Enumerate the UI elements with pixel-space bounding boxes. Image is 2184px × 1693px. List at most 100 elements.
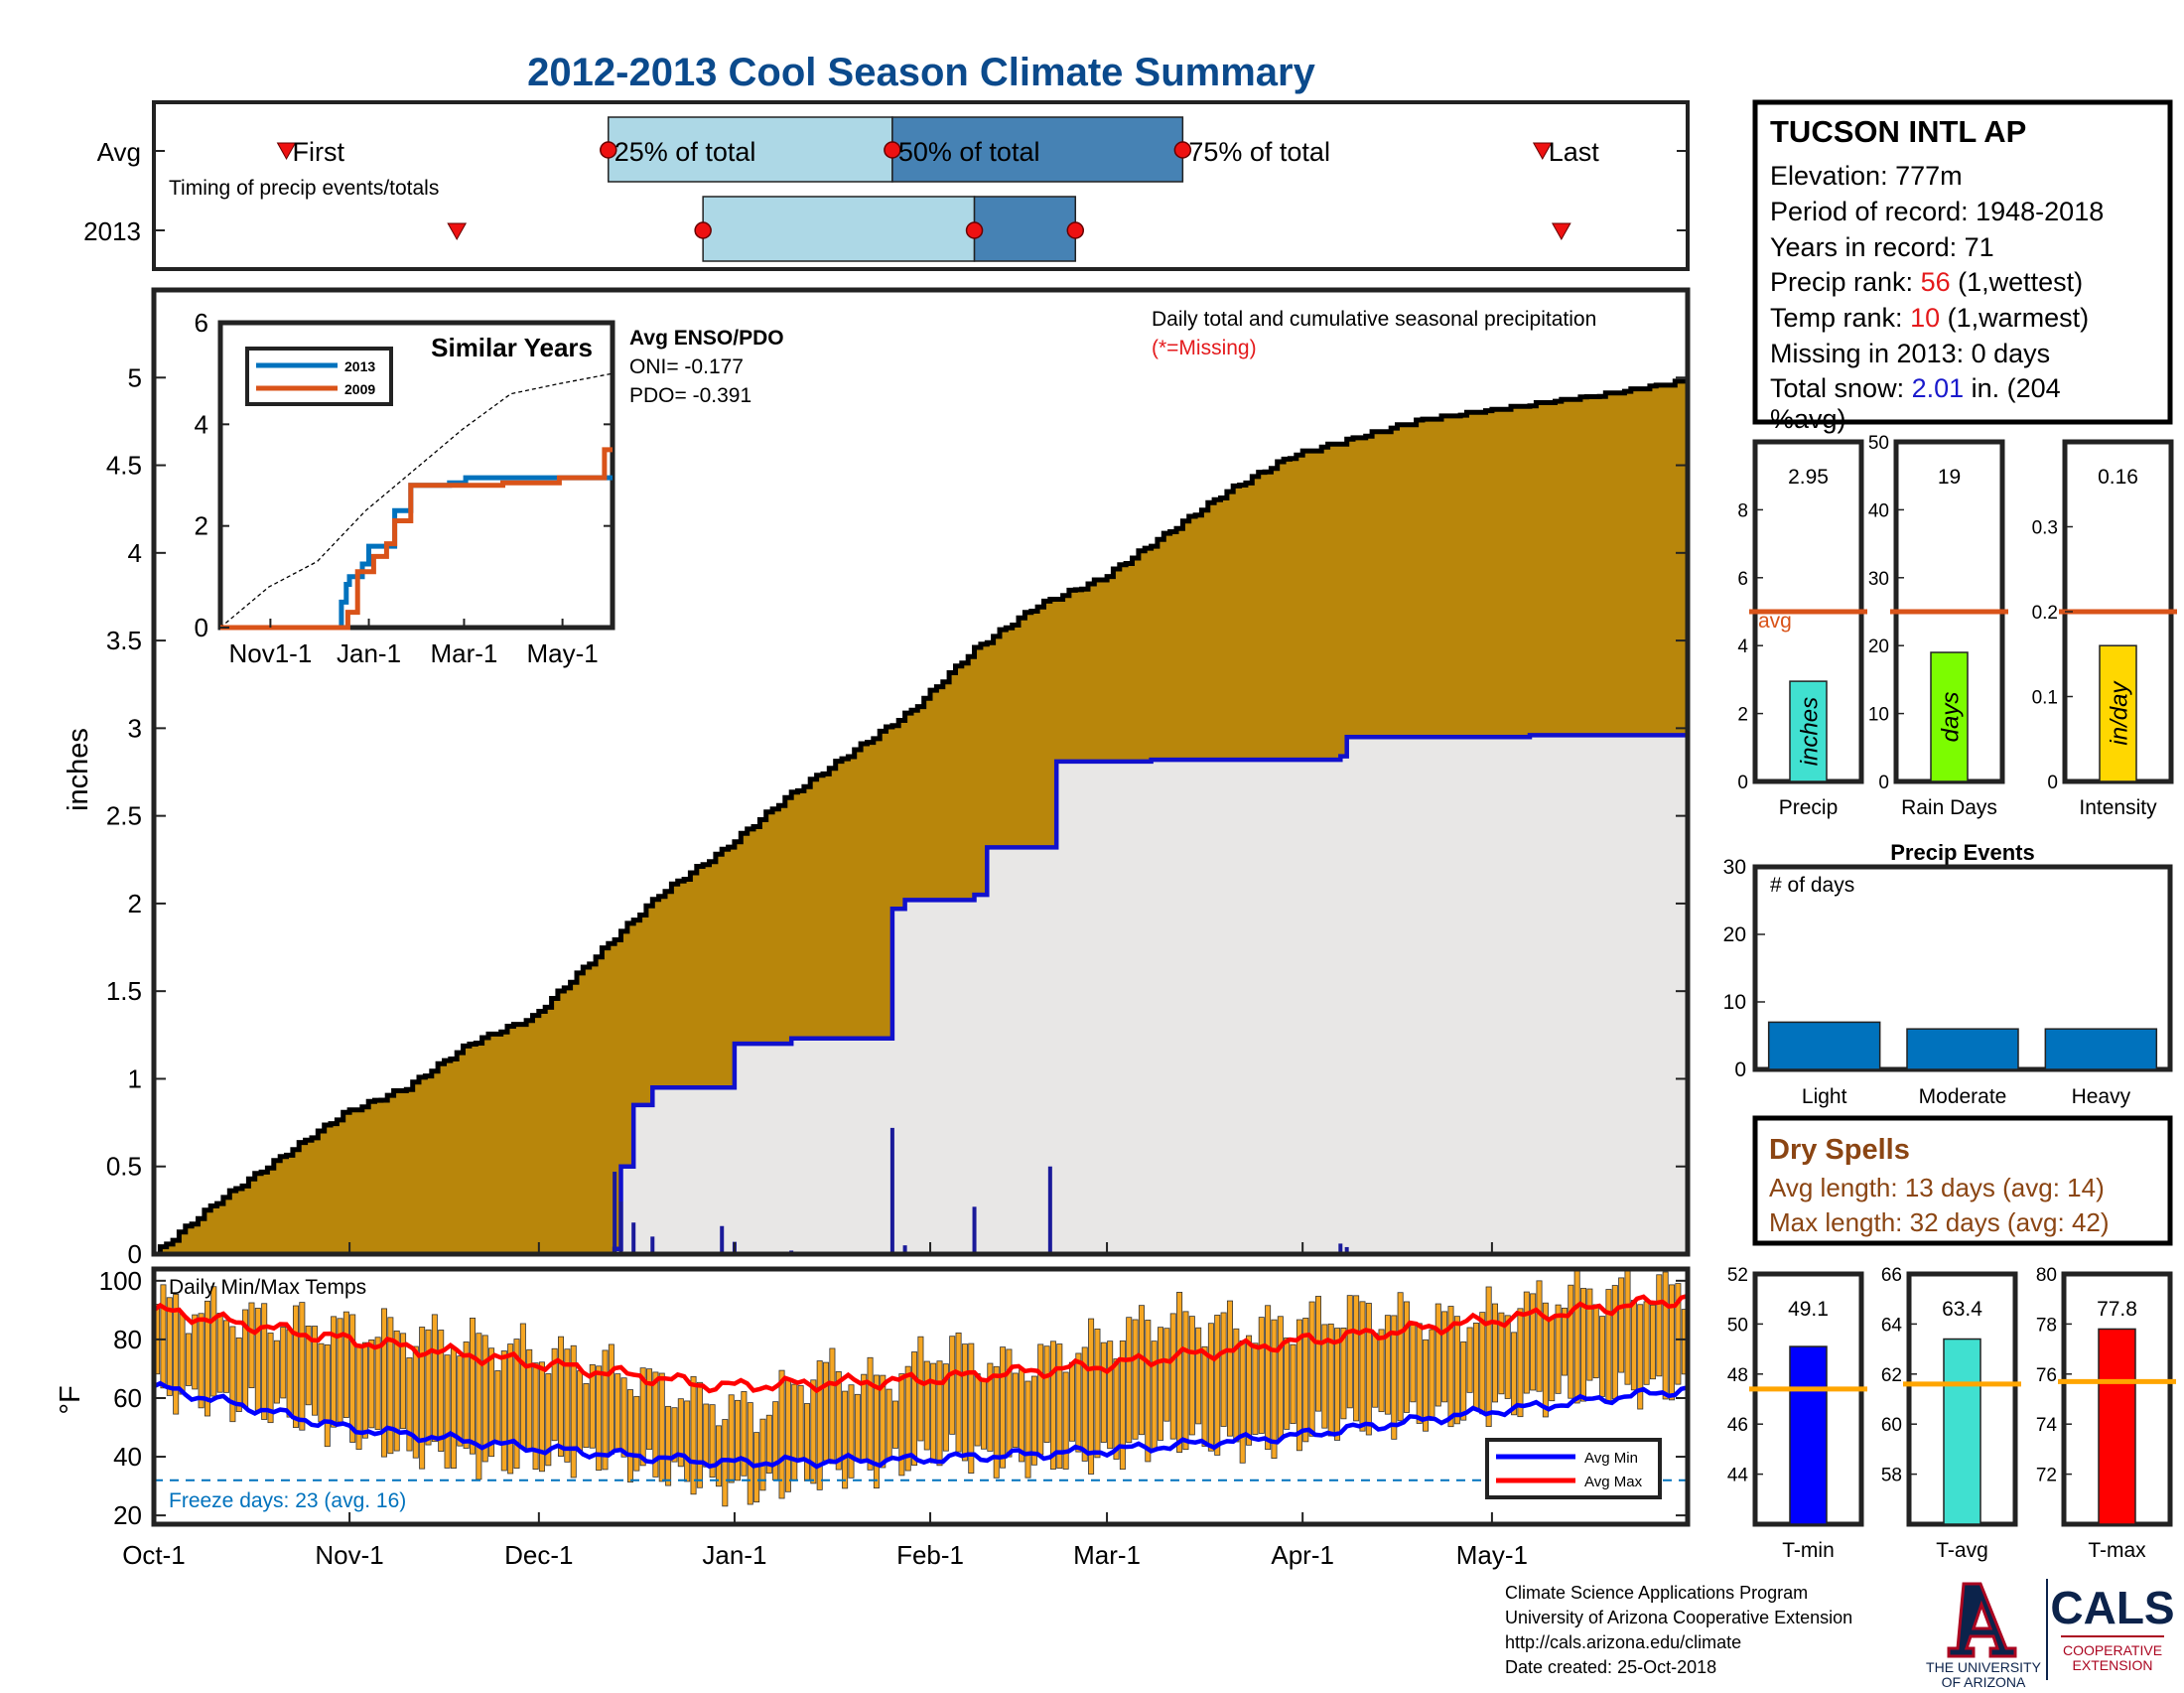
station-temp-rank: Temp rank: 10 (1,warmest) (1770, 303, 2089, 333)
daily-temp-bar (1239, 1340, 1246, 1464)
footer-line-3: http://cals.arizona.edu/climate (1505, 1632, 1741, 1652)
daily-temp-bar (1220, 1312, 1227, 1427)
daily-temp-bar (577, 1370, 584, 1452)
daily-temp-bar (425, 1329, 432, 1446)
daily-temp-bar (1555, 1304, 1562, 1394)
station-info-box: TUCSON INTL AP Elevation: 777m Period of… (1752, 99, 2173, 434)
daily-temp-bar (797, 1385, 804, 1461)
daily-temp-bar (1353, 1295, 1360, 1422)
daily-temp-bar (286, 1329, 293, 1418)
daily-temp-bar (1384, 1315, 1391, 1415)
daily-temp-bar (1056, 1343, 1063, 1470)
daily-temp-bar (961, 1343, 968, 1462)
temps-title: Daily Min/Max Temps (169, 1276, 366, 1299)
daily-precip-bar (720, 1225, 725, 1254)
temp-value-label: 63.4 (1942, 1298, 1982, 1321)
events-bar-light (1767, 1021, 1881, 1070)
timing-label-75: 75% of total (1188, 137, 1330, 167)
inset-x-tick-label: Mar-1 (430, 638, 497, 668)
temp-y-tick-label: 58 (1881, 1466, 1902, 1486)
daily-temp-bar (1434, 1303, 1441, 1407)
daily-temp-bar (368, 1339, 375, 1429)
main-y-tick-label: 5 (128, 362, 142, 392)
x-axis-tick-label: Nov-1 (315, 1540, 383, 1570)
daily-temp-bar (192, 1314, 199, 1390)
daily-precip-bar (1344, 1246, 1349, 1254)
main-y-tick-label: 0 (128, 1239, 142, 1269)
daily-temp-bar (406, 1357, 413, 1452)
daily-temp-bar (1145, 1320, 1152, 1463)
temp-y-tick-label: 72 (2036, 1466, 2057, 1486)
daily-temp-bar (299, 1302, 306, 1431)
daily-temp-bar (1630, 1300, 1637, 1391)
daily-temp-bar (873, 1374, 880, 1489)
daily-temp-bar (703, 1403, 710, 1468)
temp-category-label: T-min (1782, 1539, 1835, 1562)
daily-temp-bar (1453, 1316, 1460, 1425)
events-y-tick-label: 20 (1723, 923, 1746, 946)
daily-temp-bar (1536, 1280, 1543, 1392)
events-category-label: Heavy (2072, 1085, 2131, 1108)
daily-temp-bar (1403, 1301, 1410, 1413)
daily-temp-bar (602, 1349, 609, 1471)
precip-events-chart: Light Moderate Heavy 0 10 20 30 Precip Events # … (1723, 840, 2173, 1108)
daily-temp-bar (210, 1286, 217, 1397)
footer-line-2: University of Arizona Cooperative Extens… (1505, 1608, 1852, 1627)
daily-temp-bar (1568, 1284, 1574, 1399)
daily-precip-bar (613, 1172, 617, 1254)
daily-temp-bar (987, 1362, 994, 1452)
main-y-tick-label: 1 (128, 1063, 142, 1093)
daily-temp-bar (1466, 1327, 1473, 1393)
daily-temp-bar (791, 1383, 798, 1481)
precip-summary-bars: 2.95 Precip 0 2 4 6 8 inches avg 19 Rain Days 0 10 20… (1737, 433, 2177, 819)
daily-temp-bar (1314, 1296, 1321, 1412)
daily-temp-bar (173, 1294, 180, 1415)
timing-label-50: 50% of total (898, 137, 1040, 167)
daily-temp-bar (457, 1355, 464, 1447)
precip-y-tick-label: 0.2 (2032, 603, 2058, 624)
daily-temp-bar (684, 1400, 691, 1482)
daily-temp-bar (1252, 1342, 1259, 1435)
daily-temp-bar (904, 1365, 911, 1472)
daily-temp-bar (633, 1395, 640, 1472)
precip-y-tick-label: 6 (1737, 569, 1748, 590)
daily-temp-bar (1163, 1328, 1170, 1422)
daily-temp-bar (646, 1368, 653, 1451)
main-y-tick-label: 0.5 (106, 1152, 142, 1182)
similar-years-inset: 0 2 4 6 Nov1-1 Jan-1 Mar-1 May-1 Similar Years 20… (195, 308, 615, 668)
daily-temp-bar (1662, 1271, 1669, 1400)
daily-precip-bar (1338, 1243, 1343, 1254)
daily-temp-bar (1296, 1319, 1302, 1452)
university-of-arizona-logo: THE UNIVERSITY OF ARIZONA (1926, 1579, 2048, 1690)
daily-temp-bar (1592, 1304, 1599, 1379)
daily-temp-bar (1012, 1372, 1019, 1449)
daily-temp-bar (292, 1305, 299, 1428)
daily-temp-bar (387, 1317, 394, 1455)
temps-y-tick-label: 60 (113, 1383, 142, 1413)
daily-temp-bar (1334, 1328, 1341, 1441)
x-axis-tick-label: Feb-1 (896, 1540, 964, 1570)
daily-temp-bar (665, 1405, 672, 1486)
daily-temp-bar (1000, 1346, 1007, 1469)
daily-temp-bar (1138, 1305, 1145, 1436)
daily-temp-bar (1429, 1329, 1435, 1421)
enso-oni: ONI= -0.177 (629, 355, 744, 378)
temp-y-tick-label: 46 (1727, 1415, 1748, 1436)
precip-y-tick-label: 40 (1868, 500, 1889, 521)
events-bar-moderate (1906, 1028, 2019, 1070)
temps-y-tick-label: 80 (113, 1325, 142, 1354)
temp-summary-bars: 49.1 T-min 44 46 48 50 52 63.4 T-avg 58 60 62 64 66 77… (1727, 1265, 2176, 1562)
precip-y-tick-label: 0 (1737, 773, 1748, 793)
temps-y-tick-label: 100 (99, 1266, 142, 1296)
temp-y-tick-label: 50 (1727, 1315, 1748, 1336)
daily-temp-bar (677, 1398, 684, 1468)
daily-temp-bar (235, 1337, 242, 1413)
daily-temp-bar (886, 1388, 892, 1461)
daily-temp-bar (1586, 1288, 1593, 1381)
daily-temp-bar (835, 1371, 842, 1471)
precip-y-tick-label: 2 (1737, 705, 1748, 726)
daily-temp-bar (1669, 1284, 1676, 1401)
daily-temp-bar (1094, 1328, 1101, 1459)
timing-2013-first-marker (447, 222, 468, 241)
x-axis-tick-label: May-1 (1456, 1540, 1528, 1570)
